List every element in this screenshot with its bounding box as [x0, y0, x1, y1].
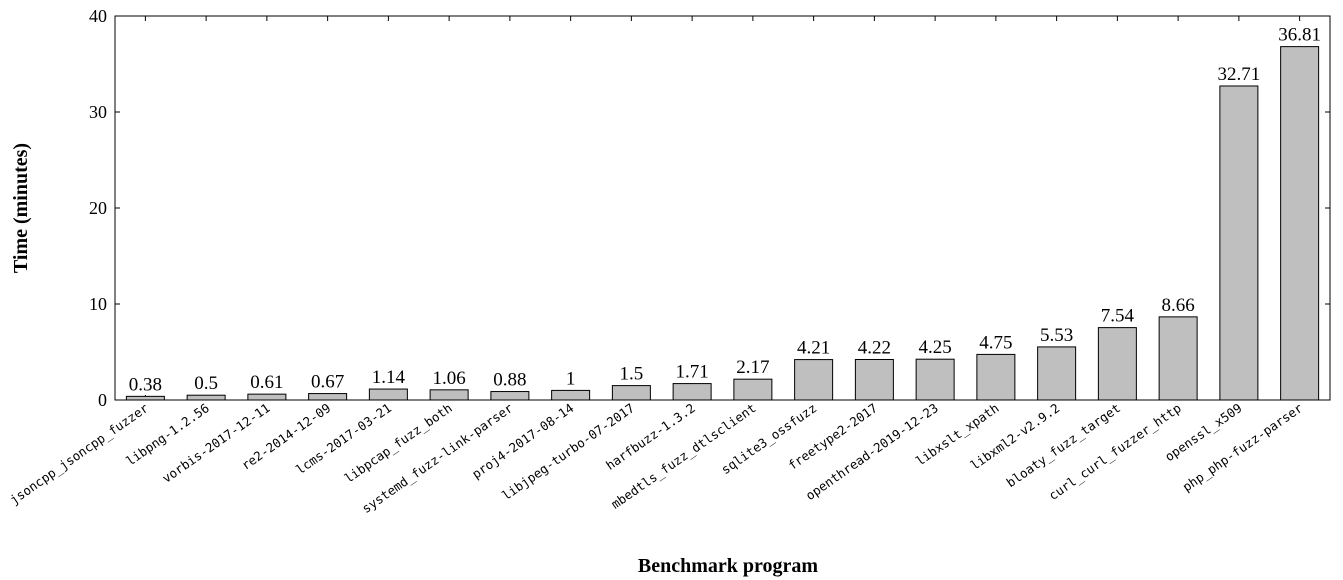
- data-label: 2.17: [736, 357, 769, 378]
- bar: [125, 395, 165, 401]
- y-tick-label: 40: [89, 6, 107, 26]
- y-tick-label: 20: [89, 198, 107, 218]
- data-label: 0.88: [493, 370, 526, 391]
- x-tick-label: libpcap_fuzz_both: [341, 400, 454, 486]
- data-label: 0.5: [194, 373, 218, 394]
- data-label: 4.75: [979, 332, 1012, 353]
- bar: [429, 389, 469, 401]
- data-label: 1.06: [433, 368, 466, 389]
- x-axis-title: Benchmark program: [638, 555, 819, 577]
- bar: [854, 358, 894, 401]
- x-tick-label: bloaty_fuzz_target: [1004, 400, 1124, 490]
- plot-area: 0102030400.38jsoncpp_jsoncpp_fuzzer0.5li…: [7, 6, 1331, 516]
- data-label: 36.81: [1278, 25, 1321, 46]
- data-label: 4.21: [797, 338, 830, 359]
- bar: [551, 389, 591, 401]
- bar: [1219, 85, 1259, 401]
- x-tick-label: php_php-fuzz-parser: [1180, 400, 1306, 495]
- data-label: 1.14: [372, 367, 406, 388]
- bar: [247, 393, 287, 401]
- data-label: 0.61: [250, 372, 283, 393]
- data-label: 4.25: [919, 337, 952, 358]
- x-tick-label: proj4-2017-08-14: [469, 400, 576, 481]
- bar: [1280, 46, 1320, 401]
- bar: [186, 394, 226, 401]
- y-tick-label: 0: [98, 390, 107, 410]
- bar: [915, 358, 955, 401]
- data-label: 1.5: [620, 364, 644, 385]
- bar: [611, 385, 651, 401]
- plot-frame: [114, 15, 1331, 401]
- data-label: 7.54: [1101, 306, 1135, 327]
- bar: [733, 378, 773, 401]
- data-label: 32.71: [1218, 64, 1261, 85]
- y-tick-label: 10: [89, 294, 107, 314]
- data-label: 0.38: [129, 374, 162, 395]
- x-tick-label: vorbis-2017-12-11: [159, 400, 272, 486]
- bar: [1037, 346, 1077, 401]
- y-axis-title: Time (minutes): [10, 143, 32, 273]
- bar: [1097, 327, 1137, 401]
- bar: [368, 388, 408, 401]
- bar: [490, 391, 530, 401]
- bar: [308, 393, 348, 401]
- bar: [1158, 316, 1198, 401]
- bar: [794, 359, 834, 401]
- data-label: 1.71: [676, 362, 709, 383]
- data-label: 8.66: [1162, 295, 1195, 316]
- data-label: 1: [566, 368, 576, 389]
- bar: [976, 353, 1016, 401]
- data-label: 4.22: [858, 337, 891, 358]
- bar: [672, 383, 712, 401]
- y-tick-label: 30: [89, 102, 107, 122]
- data-label: 0.67: [311, 372, 344, 393]
- data-label: 5.53: [1040, 325, 1073, 346]
